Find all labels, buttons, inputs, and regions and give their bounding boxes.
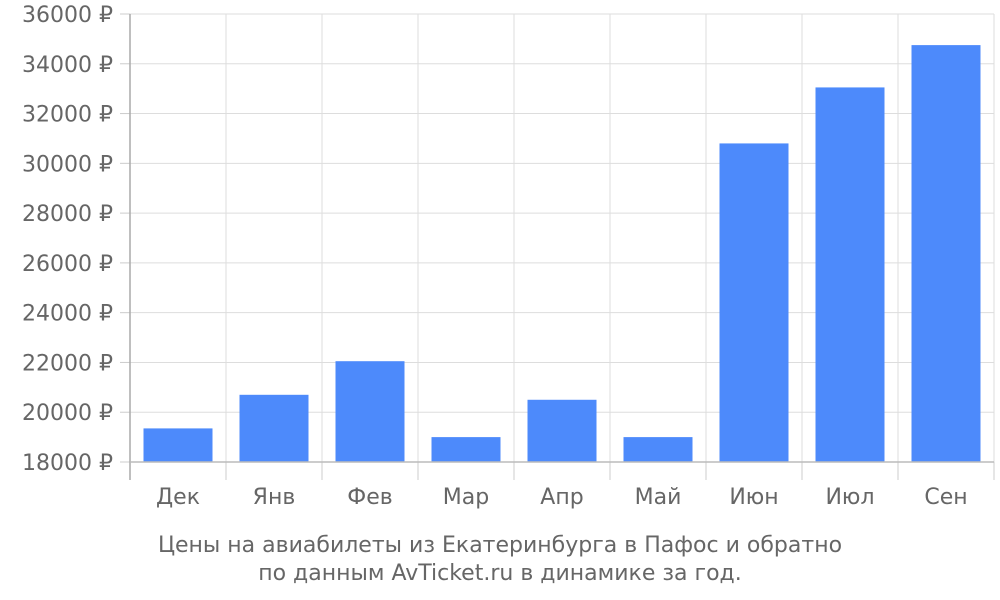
- y-tick-label: 26000 ₽: [22, 252, 113, 277]
- x-tick-label: Янв: [253, 485, 296, 510]
- y-tick-label: 18000 ₽: [22, 451, 113, 476]
- caption-line-1: Цены на авиабилеты из Екатеринбурга в Па…: [157, 533, 843, 558]
- bar: [719, 143, 789, 462]
- y-tick-label: 22000 ₽: [22, 351, 113, 376]
- bar: [623, 437, 693, 462]
- bar: [431, 437, 501, 462]
- y-tick-label: 32000 ₽: [22, 103, 113, 128]
- y-tick-label: 34000 ₽: [22, 53, 113, 78]
- bar: [239, 394, 309, 462]
- y-tick-label: 36000 ₽: [22, 3, 113, 28]
- x-tick-label: Мар: [443, 485, 489, 510]
- x-axis-labels: Дек Янв Фев Мар Апр Май Июн Июл Сен: [156, 485, 968, 510]
- y-tick-label: 24000 ₽: [22, 302, 113, 327]
- bar: [143, 428, 213, 462]
- x-tick-label: Май: [635, 485, 682, 510]
- y-tick-label: 30000 ₽: [22, 152, 113, 177]
- bar: [335, 361, 405, 462]
- x-tick-label: Фев: [347, 485, 392, 510]
- x-tick-label: Июн: [729, 485, 778, 510]
- axes: [120, 13, 995, 480]
- y-tick-label: 20000 ₽: [22, 401, 113, 426]
- chart-caption: Цены на авиабилеты из Екатеринбурга в Па…: [0, 532, 1000, 588]
- x-tick-label: Сен: [924, 485, 967, 510]
- bar: [815, 87, 885, 462]
- y-tick-label: 28000 ₽: [22, 202, 113, 227]
- caption-line-2: по данным AvTicket.ru в динамике за год.: [258, 561, 742, 586]
- x-tick-label: Дек: [156, 485, 200, 510]
- bar: [527, 399, 597, 462]
- bars: [143, 45, 981, 462]
- y-axis-labels: 18000 ₽ 20000 ₽ 22000 ₽ 24000 ₽ 26000 ₽ 28000…: [22, 3, 113, 476]
- x-tick-label: Апр: [540, 485, 583, 510]
- x-tick-label: Июл: [825, 485, 874, 510]
- bar: [911, 45, 981, 462]
